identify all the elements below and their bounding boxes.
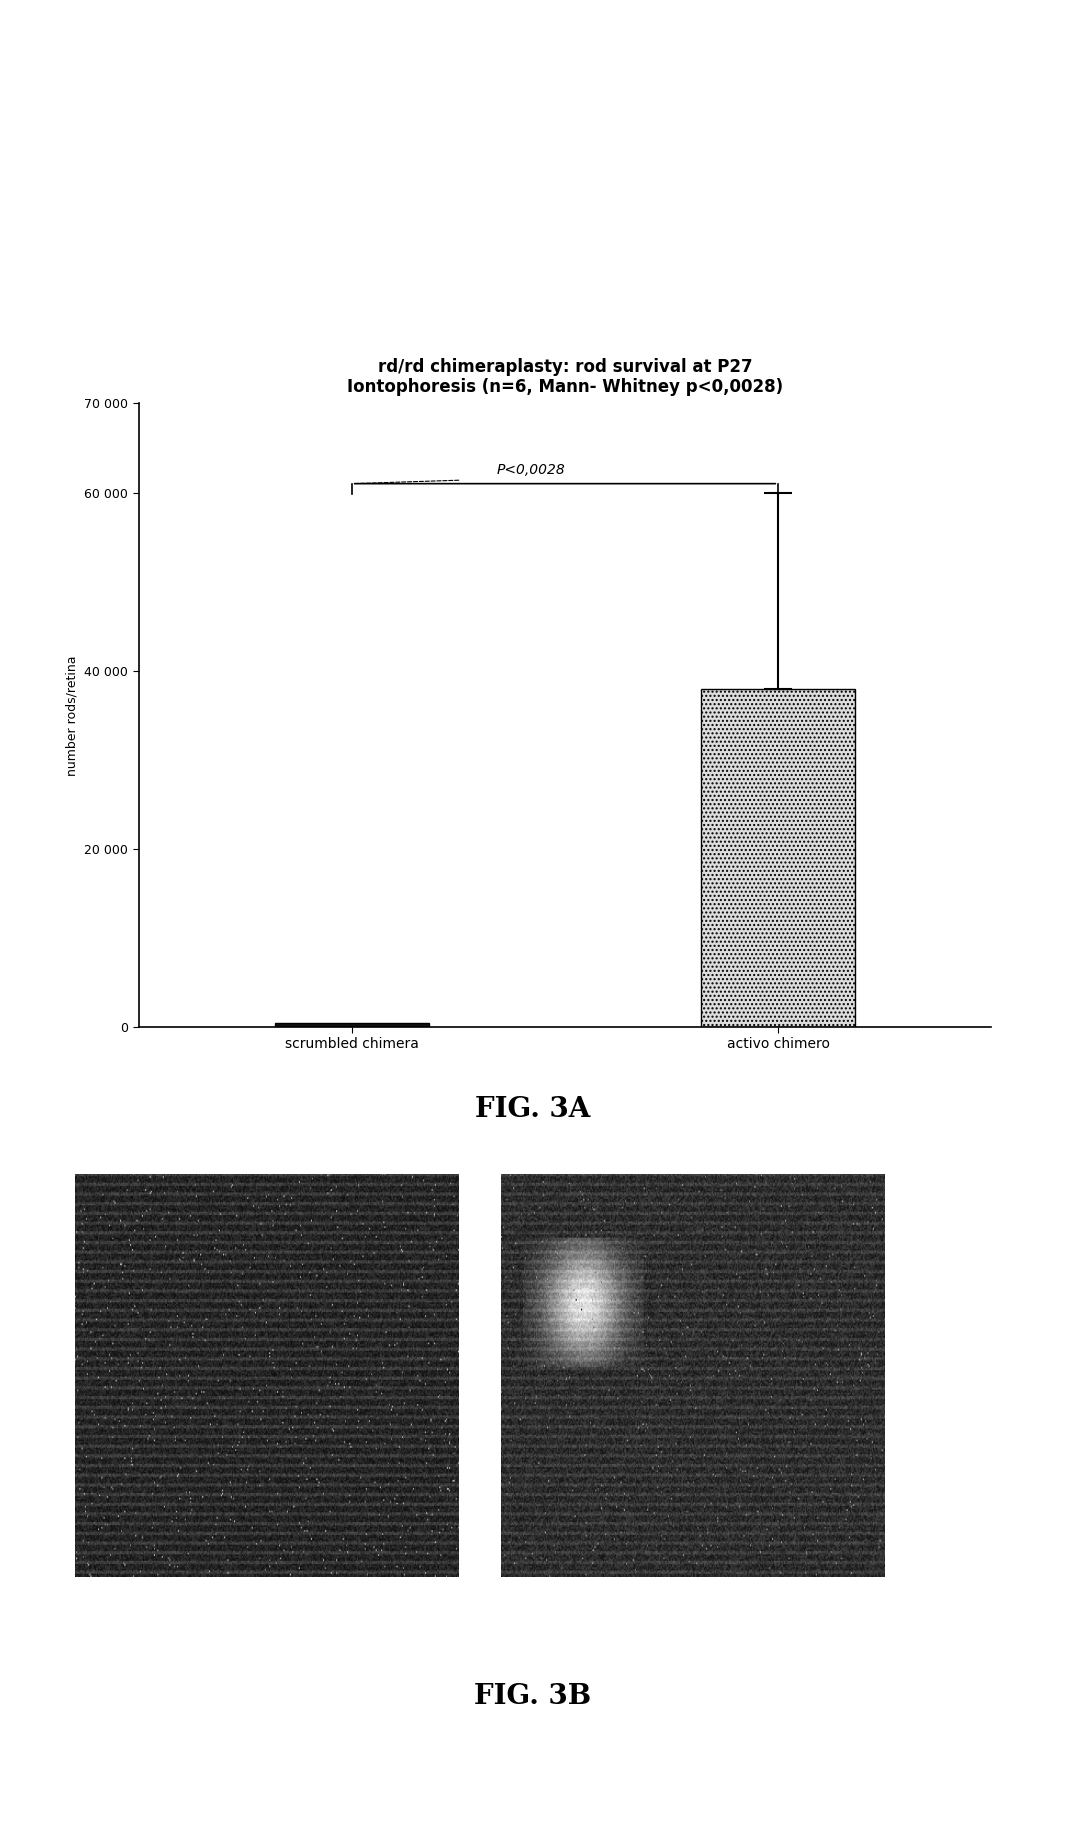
Title: rd/rd chimeraplasty: rod survival at P27
Iontophoresis (n=6, Mann- Whitney p<0,0: rd/rd chimeraplasty: rod survival at P27… bbox=[346, 358, 784, 396]
Text: FIG. 3A: FIG. 3A bbox=[475, 1097, 591, 1122]
Bar bbox=[275, 1023, 429, 1027]
Y-axis label: number rods/retina: number rods/retina bbox=[66, 655, 79, 776]
Bar bbox=[701, 688, 855, 1027]
Text: FIG. 3B: FIG. 3B bbox=[474, 1684, 592, 1709]
Text: P<0,0028: P<0,0028 bbox=[497, 462, 565, 477]
